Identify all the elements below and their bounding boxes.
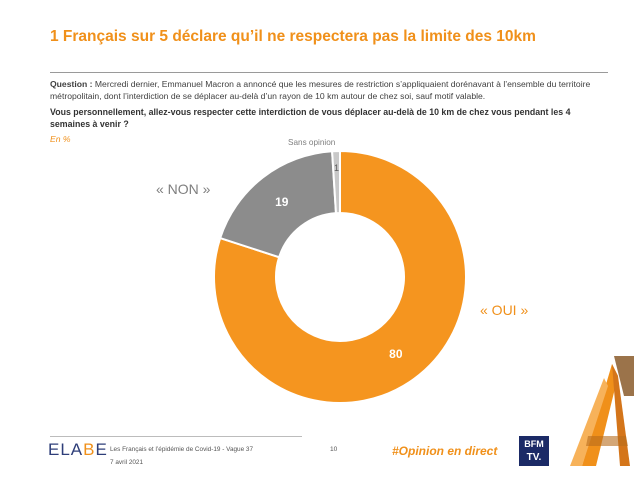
bfm-text: BFM <box>524 439 544 449</box>
unit-label: En % <box>50 134 71 144</box>
slice-oui <box>213 149 467 404</box>
decorative-triangle <box>570 356 634 466</box>
source-date: 7 avril 2021 <box>110 459 144 466</box>
title-divider <box>50 72 608 73</box>
label-oui: « OUI » <box>480 302 529 318</box>
page-title: 1 Français sur 5 déclare qu’il ne respec… <box>50 28 536 45</box>
label-non: « NON » <box>156 181 211 197</box>
footer-divider <box>50 436 302 437</box>
tv-text: TV. <box>526 452 542 463</box>
slice-sans-opinion <box>331 149 341 215</box>
logo-text-end: E <box>95 440 108 459</box>
slice-non <box>218 150 338 259</box>
page-number: 10 <box>330 446 338 453</box>
data-label-oui: 80 <box>389 347 403 361</box>
elabe-logo: ELABE <box>48 440 108 460</box>
bfmtv-logo: BFM TV. <box>519 436 549 466</box>
question-label: Question : <box>50 79 93 89</box>
data-label-sans-opinion: 1 <box>334 163 339 173</box>
data-label-non: 19 <box>275 195 289 209</box>
question-block: Question : Mercredi dernier, Emmanuel Ma… <box>50 78 606 102</box>
source-line: Les Français et l’épidémie de Covid-19 -… <box>110 446 254 453</box>
question-text: Mercredi dernier, Emmanuel Macron a anno… <box>50 79 591 101</box>
subquestion: Vous personnellement, allez-vous respect… <box>50 107 571 129</box>
label-sans-opinion: Sans opinion <box>288 138 336 147</box>
logo-text-accent: B <box>83 440 96 459</box>
hashtag: #Opinion en direct <box>392 444 498 458</box>
logo-text-main: ELA <box>48 440 84 459</box>
